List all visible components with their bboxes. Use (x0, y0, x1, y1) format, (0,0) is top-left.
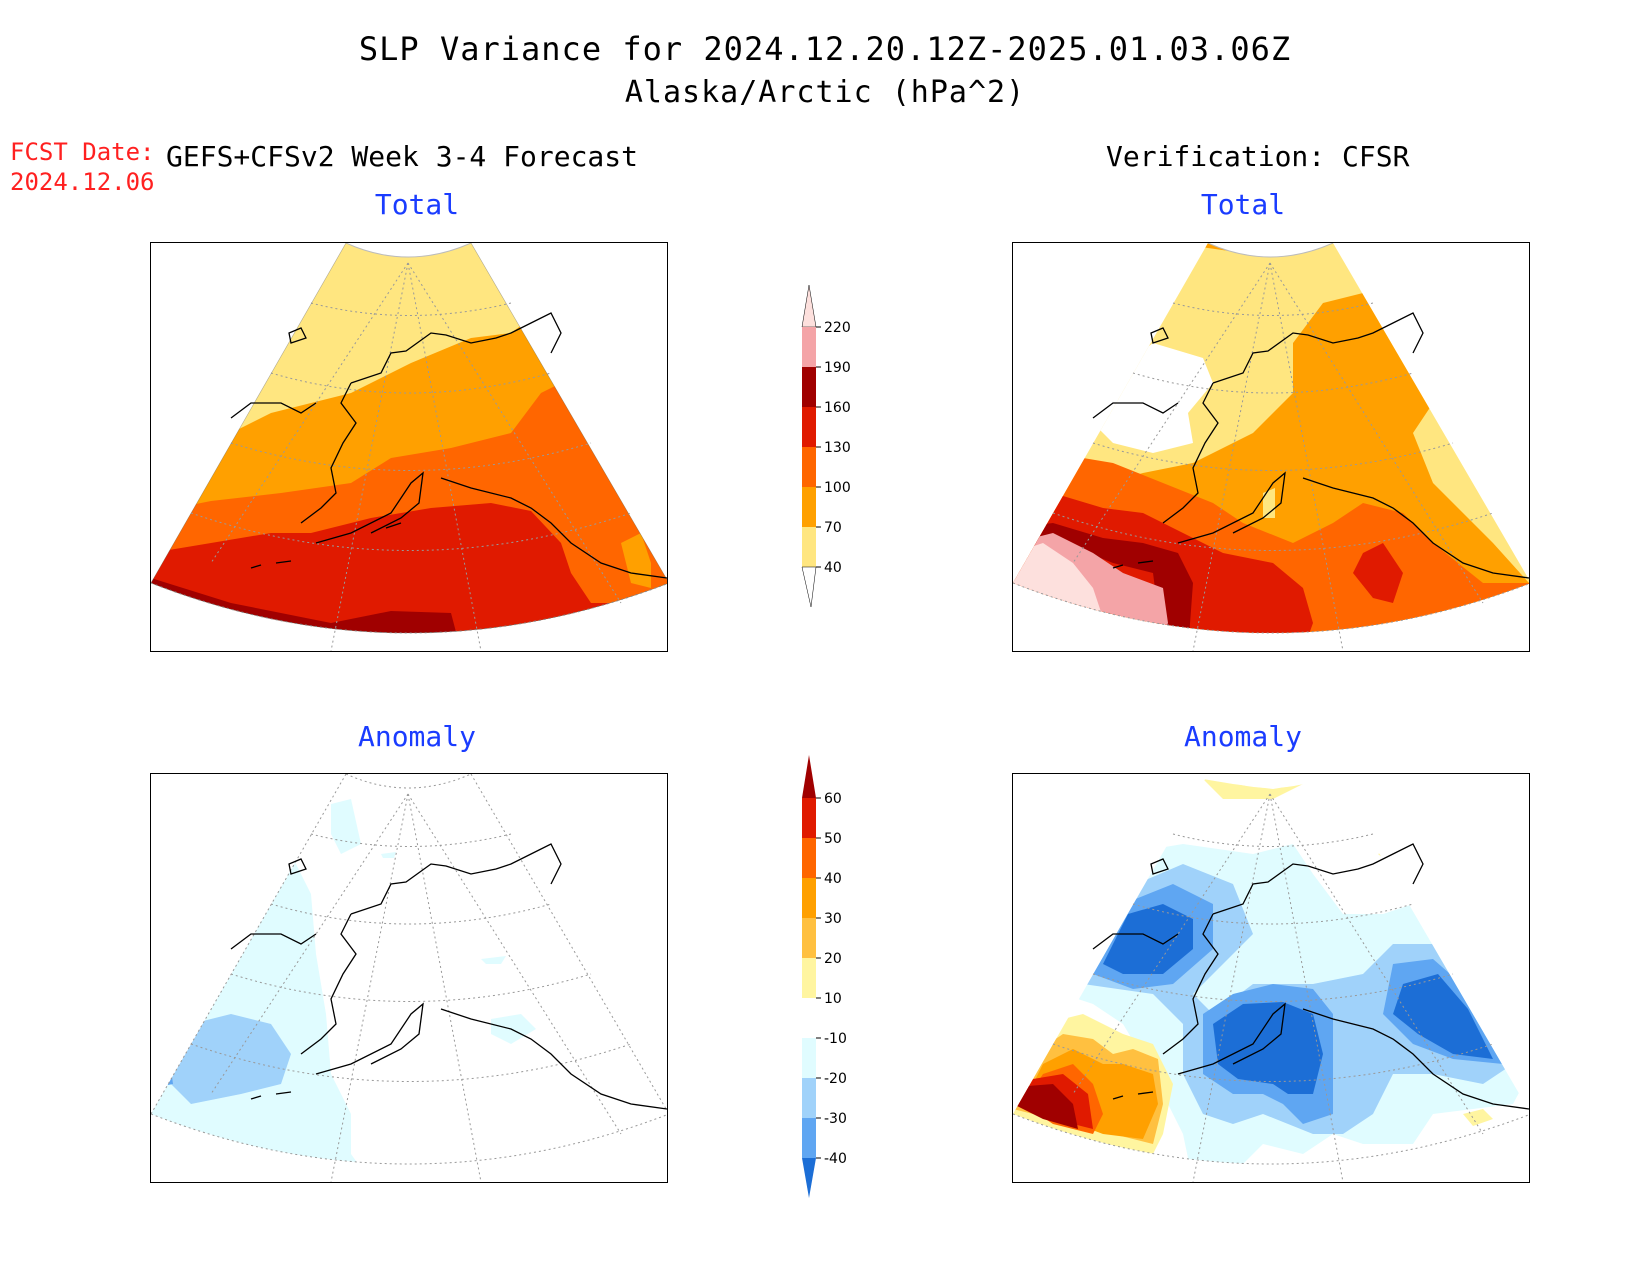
anomaly-colorbar-box (802, 1038, 816, 1078)
verification-total-title: Total (1200, 188, 1286, 221)
total-colorbar-label: 70 (824, 520, 842, 536)
anomaly-colorbar-label: 20 (824, 951, 842, 967)
main-subtitle: Alaska/Arctic (hPa^2) (624, 75, 1026, 110)
total-colorbar-box (802, 327, 816, 367)
forecast-total-title: Total (374, 188, 460, 221)
anomaly-colorbar-box (802, 1118, 816, 1158)
anomaly-colorbar-label: -10 (824, 1031, 847, 1047)
anomaly-colorbar-box (802, 878, 816, 918)
total-colorbar-top-triangle (801, 285, 817, 328)
verification-total-map (1012, 242, 1530, 652)
total-colorbar-label: 160 (824, 400, 851, 416)
forecast-date: FCST Date: 2024.12.06 (10, 137, 155, 197)
anomaly-colorbar-top-triangle (802, 755, 816, 798)
forecast-date-value: 2024.12.06 (10, 168, 155, 196)
main-title: SLP Variance for 2024.12.20.12Z-2025.01.… (358, 30, 1292, 68)
anomaly-colorbar-label: 60 (824, 791, 842, 807)
total-colorbar-label: 100 (824, 480, 851, 496)
total-colorbar-box (802, 407, 816, 447)
forecast-total-map-svg (151, 243, 667, 651)
forecast-anomaly-map (150, 773, 668, 1183)
anomaly-colorbar-label: 10 (824, 991, 842, 1007)
verification-anomaly-map (1012, 773, 1530, 1183)
anomaly-colorbar-box (802, 958, 816, 998)
total-colorbar-label: 220 (824, 320, 851, 336)
total-colorbar-box (802, 447, 816, 487)
anomaly-colorbar-label: -40 (824, 1151, 847, 1167)
anomaly-colorbar-bottom-triangle (802, 1158, 816, 1198)
anomaly-colorbar-label: -20 (824, 1071, 847, 1087)
total-colorbar-box (802, 527, 816, 567)
verification-column-title: Verification: CFSR (1106, 140, 1410, 173)
anomaly-colorbar-box (802, 1078, 816, 1118)
forecast-total-map (150, 242, 668, 652)
verification-anomaly-map-svg (1013, 774, 1529, 1182)
anomaly-colorbar-box (802, 838, 816, 878)
verification-anomaly-title: Anomaly (1183, 720, 1302, 753)
anomaly-colorbar-label: 50 (824, 831, 842, 847)
forecast-date-label: FCST Date: (10, 138, 155, 166)
total-colorbar-label: 130 (824, 440, 851, 456)
anomaly-colorbar-box (802, 918, 816, 958)
forecast-anomaly-title: Anomaly (357, 720, 476, 753)
total-colorbar: 220 190 160 130 100 70 40 (801, 285, 851, 608)
anomaly-colorbar-label: 30 (824, 911, 842, 927)
total-colorbar-box (802, 367, 816, 407)
anomaly-colorbar: 60 50 40 30 20 10 -10 -20 -30 -40 (802, 755, 847, 1198)
anomaly-colorbar-box (802, 998, 816, 1038)
verification-total-map-svg (1013, 243, 1529, 651)
anomaly-colorbar-label: 40 (824, 871, 842, 887)
total-colorbar-label: 190 (824, 360, 851, 376)
total-colorbar-bottom-triangle (801, 566, 817, 608)
forecast-column-title: GEFS+CFSv2 Week 3-4 Forecast (166, 140, 639, 173)
forecast-anomaly-map-svg (151, 774, 667, 1182)
total-colorbar-label: 40 (824, 560, 842, 576)
total-colorbar-box (802, 487, 816, 527)
anomaly-colorbar-box (802, 798, 816, 838)
anomaly-colorbar-label: -30 (824, 1111, 847, 1127)
